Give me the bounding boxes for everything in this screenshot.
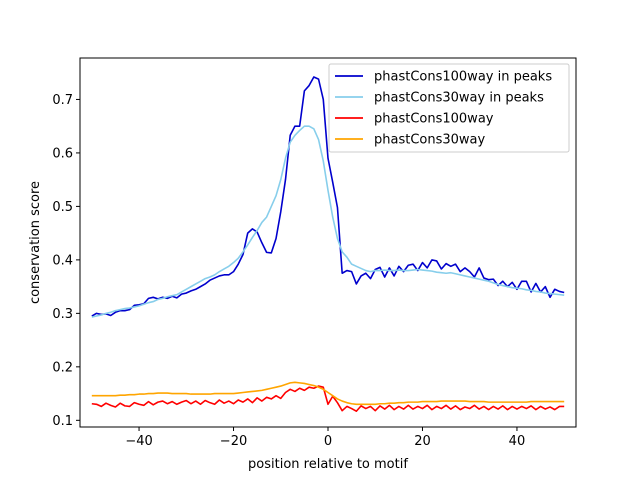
x-axis: −40 −20 0 20 40 [125,427,525,449]
series-line-4 [91,381,565,406]
y-tick-label: 0.6 [52,146,73,161]
x-tick-label: −40 [125,434,152,449]
x-tick-label: 20 [414,434,431,449]
x-tick-label: 40 [509,434,526,449]
series-line-3 [91,385,565,413]
legend-entry: phastCons30way [374,133,486,148]
y-tick-label: 0.2 [52,360,73,375]
series-line-1 [91,76,565,317]
y-tick-label: 0.5 [52,200,73,215]
series-layer [91,76,565,413]
y-axis-label: conservation score [28,181,43,304]
legend-entry: phastCons100way [374,112,494,127]
x-axis-label: position relative to motif [248,457,408,472]
y-tick-label: 0.3 [52,307,73,322]
x-tick-label: 0 [324,434,332,449]
legend-entry: phastCons30way in peaks [374,91,544,106]
y-axis: 0.1 0.2 0.3 0.4 0.5 0.6 0.7 [52,93,80,429]
legend-box [328,63,570,153]
y-tick-label: 0.4 [52,253,73,268]
legend: phastCons100way in peaks phastCons30way i… [328,63,570,153]
y-tick-label: 0.7 [52,93,73,108]
legend-entry: phastCons100way in peaks [374,70,552,85]
y-tick-label: 0.1 [52,414,73,429]
series-line-2 [91,125,565,318]
x-tick-label: −20 [220,434,247,449]
